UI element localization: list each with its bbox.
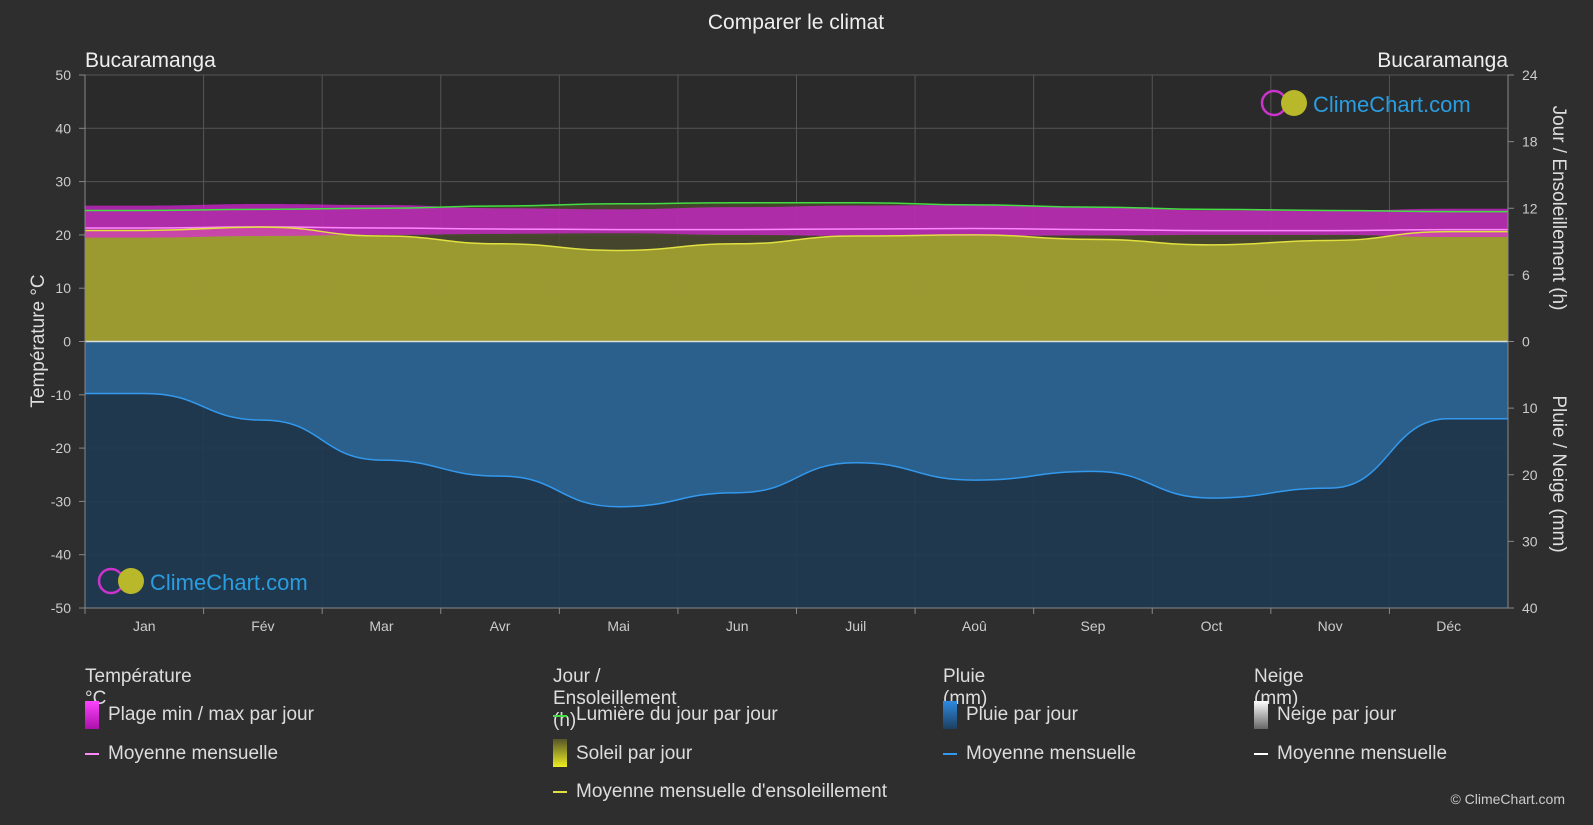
left-tick-label: -50	[51, 600, 71, 616]
legend-daylight-swatch	[553, 715, 567, 717]
legend-snow-daily: Neige par jour	[1277, 704, 1397, 725]
month-label: Jun	[726, 618, 749, 634]
legend-sunshine-swatch	[553, 739, 567, 767]
legend-sun-heading: Jour / Ensoleillement (h)	[553, 666, 677, 731]
legend-rain-daily: Pluie par jour	[966, 704, 1078, 725]
month-label: Mar	[369, 618, 393, 634]
month-label: Avr	[490, 618, 511, 634]
left-tick-label: 30	[55, 174, 71, 190]
right-mm-tick-label: 30	[1522, 533, 1538, 549]
legend-temp-mean-swatch	[85, 753, 99, 755]
month-label: Mai	[607, 618, 630, 634]
month-label: Oct	[1201, 618, 1223, 634]
right-mm-tick-label: 40	[1522, 600, 1538, 616]
right-mm-tick-label: 10	[1522, 400, 1538, 416]
legend-snow-swatch	[1254, 701, 1268, 729]
legend-temp-range-swatch	[85, 701, 99, 729]
legend-sunshine: Soleil par jour	[576, 743, 693, 764]
legend-sun-mean: Moyenne mensuelle d'ensoleillement	[576, 781, 887, 802]
rain-daily-area	[85, 341, 1508, 507]
month-label: Jan	[133, 618, 156, 634]
watermark-text-top: ClimeChart.com	[1313, 92, 1471, 117]
left-tick-label: 0	[63, 334, 71, 350]
watermark-text-bottom: ClimeChart.com	[150, 570, 308, 595]
legend-temp-range: Plage min / max par jour	[108, 704, 314, 725]
left-tick-label: -30	[51, 493, 71, 509]
month-label: Fév	[251, 618, 274, 634]
legend-snow-mean: Moyenne mensuelle	[1277, 743, 1448, 764]
right-hours-tick-label: 0	[1522, 334, 1530, 350]
legend-snow-mean-swatch	[1254, 753, 1268, 755]
logo-sun-icon	[118, 568, 144, 594]
right-hours-tick-label: 12	[1522, 200, 1538, 216]
left-tick-label: 50	[55, 67, 71, 83]
month-label: Aoû	[962, 618, 987, 634]
left-tick-label: -40	[51, 547, 71, 563]
daylight-line	[85, 201, 1508, 213]
rain-mean-line	[84, 392, 1508, 508]
legend-temp-mean: Moyenne mensuelle	[108, 743, 279, 764]
location-left: Bucaramanga	[85, 49, 216, 72]
left-tick-label: 40	[55, 120, 71, 136]
watermark-logo-top: ClimeChart.com	[1260, 89, 1471, 117]
legend-rain-mean-swatch	[943, 753, 957, 755]
left-tick-label: -20	[51, 440, 71, 456]
month-label: Sep	[1080, 618, 1105, 634]
logo-sun-icon	[1281, 90, 1307, 116]
location-right: Bucaramanga	[1377, 49, 1508, 72]
right-hours-tick-label: 6	[1522, 267, 1530, 283]
month-label: Juil	[845, 618, 866, 634]
left-tick-label: 20	[55, 227, 71, 243]
right-axis-bottom-label: Pluie / Neige (mm)	[1548, 395, 1569, 552]
chart-title: Comparer le climat	[708, 11, 884, 34]
right-hours-tick-label: 24	[1522, 67, 1538, 83]
legend-rain-mean: Moyenne mensuelle	[966, 743, 1137, 764]
left-tick-label: 10	[55, 280, 71, 296]
right-hours-tick-label: 18	[1522, 134, 1538, 150]
temp-mean-line	[85, 226, 1509, 232]
left-axis-label: Température °C	[28, 274, 49, 407]
legend-sun-mean-swatch	[553, 791, 567, 793]
right-mm-tick-label: 20	[1522, 467, 1538, 483]
copyright: © ClimeChart.com	[1450, 791, 1565, 807]
sunshine-area	[85, 227, 1508, 342]
legend-daylight: Lumière du jour par jour	[576, 704, 778, 725]
left-tick-label: -10	[51, 387, 71, 403]
month-label: Nov	[1318, 618, 1343, 634]
sunshine-mean-line	[84, 226, 1508, 252]
watermark-logo-bottom: ClimeChart.com	[97, 567, 308, 595]
legend-rain-swatch	[943, 701, 957, 729]
right-axis-top-label: Jour / Ensoleillement (h)	[1548, 106, 1569, 311]
month-label: Déc	[1436, 618, 1461, 634]
